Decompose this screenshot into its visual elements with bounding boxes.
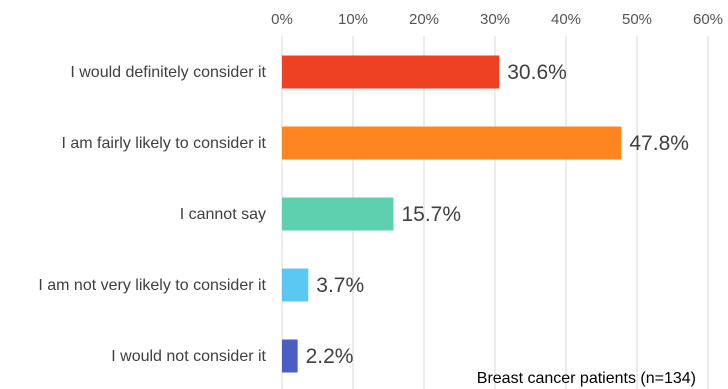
bars: [282, 55, 622, 373]
category-labels: I would definitely consider it I am fairl…: [38, 64, 266, 365]
bar: [282, 339, 298, 373]
category-label: I would not consider it: [111, 348, 266, 365]
value-label: 15.7%: [401, 203, 461, 226]
category-label: I would definitely consider it: [70, 64, 266, 81]
x-tick-label: 50%: [622, 11, 652, 28]
category-label: I am not very likely to consider it: [38, 277, 266, 294]
bar: [282, 268, 309, 302]
category-label: I am fairly likely to consider it: [61, 135, 266, 152]
x-axis-ticks: 0% 10% 20% 30% 40% 50% 60%: [271, 11, 723, 28]
sample-annotation: Breast cancer patients (n=134): [477, 370, 696, 387]
category-label: I cannot say: [180, 206, 266, 223]
bar: [282, 55, 500, 89]
bar: [282, 197, 394, 231]
x-tick-label: 40%: [551, 11, 581, 28]
value-label: 30.6%: [507, 61, 567, 84]
x-tick-label: 20%: [409, 11, 439, 28]
x-tick-label: 60%: [693, 11, 723, 28]
x-tick-label: 10%: [338, 11, 368, 28]
x-tick-label: 0%: [271, 11, 293, 28]
x-tick-label: 30%: [480, 11, 510, 28]
value-label: 2.2%: [306, 345, 354, 368]
value-label: 3.7%: [316, 274, 364, 297]
value-label: 47.8%: [629, 132, 689, 155]
gridlines: [281, 36, 709, 389]
value-labels: 30.6% 47.8% 15.7% 3.7% 2.2%: [306, 61, 689, 368]
bar: [282, 126, 622, 160]
